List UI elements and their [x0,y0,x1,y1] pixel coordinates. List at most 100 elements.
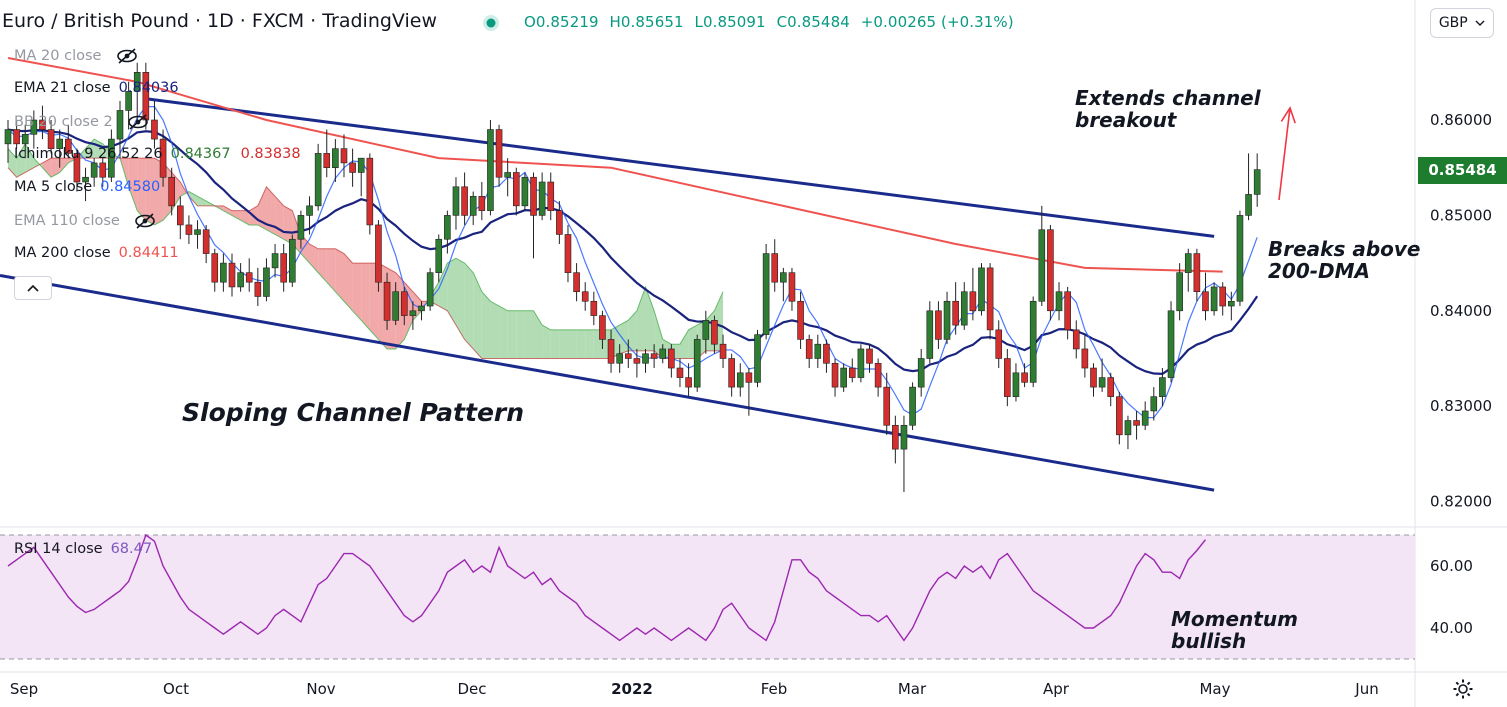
cloud-segment [507,310,517,359]
candle-body [693,339,701,388]
eye-off-icon[interactable] [114,47,140,65]
candle-body [573,272,580,293]
candle-body [1210,286,1218,312]
legend-label: Ichimoku 9 26 52 26 [14,146,163,162]
candle-body [754,334,761,383]
legend-label: EMA 21 close [14,80,111,96]
legend-label: MA 200 close [14,245,111,261]
candle-body [521,176,529,207]
candle-body [469,196,477,216]
candle-body [848,367,856,378]
legend-label: BB 20 close 2 [14,114,113,130]
cloud-segment [25,143,34,173]
legend-ma20[interactable]: MA 20 close [14,47,140,65]
candle-body [762,253,770,335]
candle-body [323,153,331,168]
legend-ema21[interactable]: EMA 21 close 0.84036 [14,80,189,96]
legend-ma200[interactable]: MA 200 close 0.84411 [14,245,189,261]
legend-ema110[interactable]: EMA 110 close [14,212,158,230]
candle-body [616,353,623,364]
candle-body [288,238,296,283]
legend-rsi[interactable]: RSI 14 close 68.47 [14,541,152,557]
candle-body [581,291,589,302]
time-tick-label: Dec [457,680,486,698]
candle-body [1029,300,1037,383]
candle-body [659,348,667,359]
candle-body [478,196,486,211]
legend-ma5[interactable]: MA 5 close 0.84580 [14,179,170,195]
candle-body [340,148,348,164]
moving-averages [7,57,1259,419]
candle-body [90,162,98,178]
price-tick-label: 0.86000 [1430,111,1492,129]
candlestick-series [4,62,1261,493]
currency-selector[interactable]: GBP [1430,8,1494,38]
candle-body [624,353,632,359]
candle-body [159,138,167,178]
low-value: L0.85091 [694,13,766,31]
candle-body [1107,377,1115,397]
candle-body [254,281,262,297]
cloud-segment [576,329,586,359]
candle-body [1038,229,1046,302]
chevron-up-icon [27,284,39,292]
candle-body [202,229,210,254]
candle-body [452,186,460,216]
legend-bb20[interactable]: BB 20 close 2 [14,113,151,131]
cloud-segment [42,158,52,178]
candle-body [797,300,804,340]
annotation-channel-pattern: Sloping Channel Pattern [182,398,525,427]
currency-label: GBP [1438,15,1468,31]
legend-ichimoku[interactable]: Ichimoku 9 26 52 26 0.84367 0.83838 [14,146,311,162]
candle-body [986,267,994,331]
cloud-segment [8,148,17,178]
eye-off-icon[interactable] [132,212,158,230]
candle-body [702,320,710,340]
candle-body [211,253,219,283]
candle-body [909,386,916,426]
cloud-segment [275,196,284,240]
legend-value: 0.84580 [100,179,161,195]
candle-body [745,372,753,383]
candle-body [151,119,158,140]
candle-body [788,272,796,302]
senkou-span-b [7,157,724,359]
cloud-segment [654,310,663,359]
legend-value-2: 0.83838 [240,146,301,162]
cloud-segment [481,291,491,359]
candle-body [30,119,38,135]
cloud-segment [533,310,543,359]
cloud-segment [223,205,232,216]
candle-body [728,358,735,388]
candle-body [73,153,81,183]
cloud-segment [619,320,629,354]
eye-off-icon[interactable] [125,113,151,131]
candle-body [177,205,184,226]
candle-body [1167,310,1175,378]
candle-body [99,162,107,178]
close-value: C0.85484 [776,13,850,31]
time-tick-label: Nov [306,680,335,698]
candle-body [400,291,408,316]
candle-body [228,262,236,288]
high-value: H0.85651 [609,13,684,31]
candle-body [1236,215,1244,302]
cloud-segment [352,263,362,321]
gear-icon[interactable] [1452,678,1474,705]
cloud-segment [283,205,293,245]
candle-body [840,367,847,388]
collapse-legend-button[interactable] [14,276,52,300]
cloud-segment [33,158,43,168]
candle-body [685,377,692,388]
cloud-segment [145,158,155,225]
candle-body [306,205,313,216]
cloud-segment [257,186,267,230]
candle-body [831,362,839,388]
candle-body [607,339,615,364]
candle-body [56,138,63,149]
candle-body [590,300,598,316]
rsi-line [7,533,1207,642]
candle-body [1047,229,1054,312]
change-value: +0.00265 (+0.31%) [860,13,1014,31]
